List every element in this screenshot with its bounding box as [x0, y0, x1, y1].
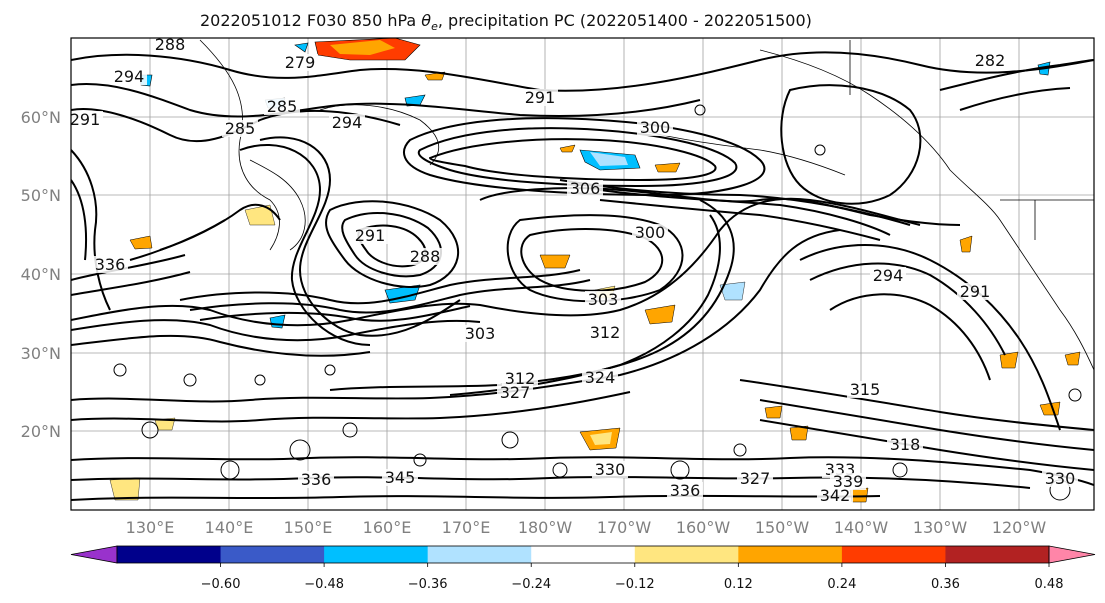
lon-tick-label: 180°W — [518, 518, 573, 537]
colorbar-segment — [738, 546, 843, 563]
lon-tick-label: 130°E — [126, 518, 175, 537]
theta-e-contours — [71, 51, 1094, 501]
contour-labels: 288 279 294 285 291 300 282 291 294 285 291 288 300 3… — [70, 35, 1078, 505]
lat-tick-label: 20°N — [21, 422, 61, 441]
gridlines — [71, 38, 1094, 510]
contour-value-label: 336 — [95, 255, 126, 274]
colorbar-extend-min — [70, 545, 118, 564]
colorbar-tick-label: 0.36 — [931, 577, 960, 592]
colorbar-tick-label: 0.48 — [1035, 577, 1064, 592]
colorbar-tick-label: −0.12 — [615, 577, 655, 592]
colorbar-segment — [117, 546, 222, 563]
contour-value-label: 330 — [595, 460, 626, 479]
contour-value-label: 303 — [588, 290, 619, 309]
lat-tick-label: 50°N — [21, 186, 61, 205]
colorbar-tick-label: 0.12 — [724, 577, 753, 592]
contour-value-label: 324 — [585, 368, 616, 387]
lon-tick-label: 150°W — [755, 518, 810, 537]
colorbar-segment — [427, 546, 532, 563]
contour-value-label: 282 — [975, 51, 1006, 70]
contour-value-label: 291 — [70, 110, 101, 129]
latitude-labels: 60°N 50°N 40°N 30°N 20°N — [21, 108, 61, 441]
colorbar-segment — [841, 546, 946, 563]
colorbar-segment — [220, 546, 325, 563]
contour-value-label: 345 — [385, 468, 416, 487]
contour-value-label: 312 — [505, 369, 536, 388]
longitude-labels: 130°E 140°E 150°E 160°E 170°E 180°W 170°W 160°W… — [126, 518, 1047, 537]
chart-title: 2022051012 F030 850 hPa θe, precipitatio… — [0, 0, 1105, 36]
contour-value-label: 327 — [500, 383, 531, 402]
lon-tick-label: 170°W — [597, 518, 652, 537]
title-text: 2022051012 F030 850 hPa θe, precipitatio… — [200, 11, 812, 34]
contour-value-label: 291 — [525, 88, 556, 107]
lat-tick-label: 60°N — [21, 108, 61, 127]
contour-value-label: 279 — [285, 53, 316, 72]
contour-value-label: 336 — [670, 481, 701, 500]
colorbar-segment — [531, 546, 636, 563]
contour-value-label: 285 — [267, 97, 298, 116]
lon-tick-label: 130°W — [913, 518, 968, 537]
colorbar-tick-label: −0.60 — [201, 577, 241, 592]
contour-value-label: 285 — [225, 119, 256, 138]
lon-tick-label: 150°E — [284, 518, 333, 537]
contour-value-label: 294 — [114, 67, 145, 86]
lon-tick-label: 160°W — [676, 518, 731, 537]
lon-tick-label: 140°E — [205, 518, 254, 537]
lon-tick-label: 120°W — [992, 518, 1047, 537]
contour-value-label: 306 — [570, 179, 601, 198]
lon-tick-label: 140°W — [834, 518, 889, 537]
contour-value-label: 288 — [410, 247, 441, 266]
colorbar-tick-label: −0.24 — [511, 577, 551, 592]
contour-value-label: 330 — [1045, 469, 1076, 488]
colorbar-tick-label: −0.48 — [304, 577, 344, 592]
contour-value-label: 291 — [960, 282, 991, 301]
contour-value-label: 312 — [590, 323, 621, 342]
contour-value-label: 291 — [355, 226, 386, 245]
contour-value-label: 315 — [850, 380, 881, 399]
colorbar-segment — [634, 546, 739, 563]
contour-value-label: 336 — [301, 470, 332, 489]
plot-border — [70, 37, 1095, 511]
lon-tick-label: 170°E — [442, 518, 491, 537]
contour-value-label: 318 — [890, 435, 921, 454]
colorbar-tick-label: −0.36 — [408, 577, 448, 592]
small-contours — [113, 104, 1082, 501]
contour-value-label: 342 — [820, 486, 851, 505]
contour-value-label: 294 — [873, 266, 904, 285]
lon-tick-label: 160°E — [363, 518, 412, 537]
colorbar-segment — [945, 546, 1050, 563]
contour-value-label: 327 — [740, 469, 771, 488]
lat-tick-label: 40°N — [21, 265, 61, 284]
colorbar-extend-max — [1048, 545, 1096, 564]
colorbar-tick-label: 0.24 — [827, 577, 856, 592]
contour-value-label: 303 — [465, 324, 496, 343]
contour-value-label: 339 — [833, 472, 864, 491]
contour-value-label: 300 — [640, 118, 671, 137]
colorbar-segment — [324, 546, 429, 563]
colorbar: −0.60 −0.48 −0.36 −0.24 −0.12 0.12 0.24 0.36 0.4… — [70, 545, 1096, 592]
lat-tick-label: 30°N — [21, 344, 61, 363]
contour-value-label: 294 — [332, 113, 363, 132]
contour-value-label: 288 — [155, 35, 186, 54]
contour-value-label: 300 — [635, 223, 666, 242]
